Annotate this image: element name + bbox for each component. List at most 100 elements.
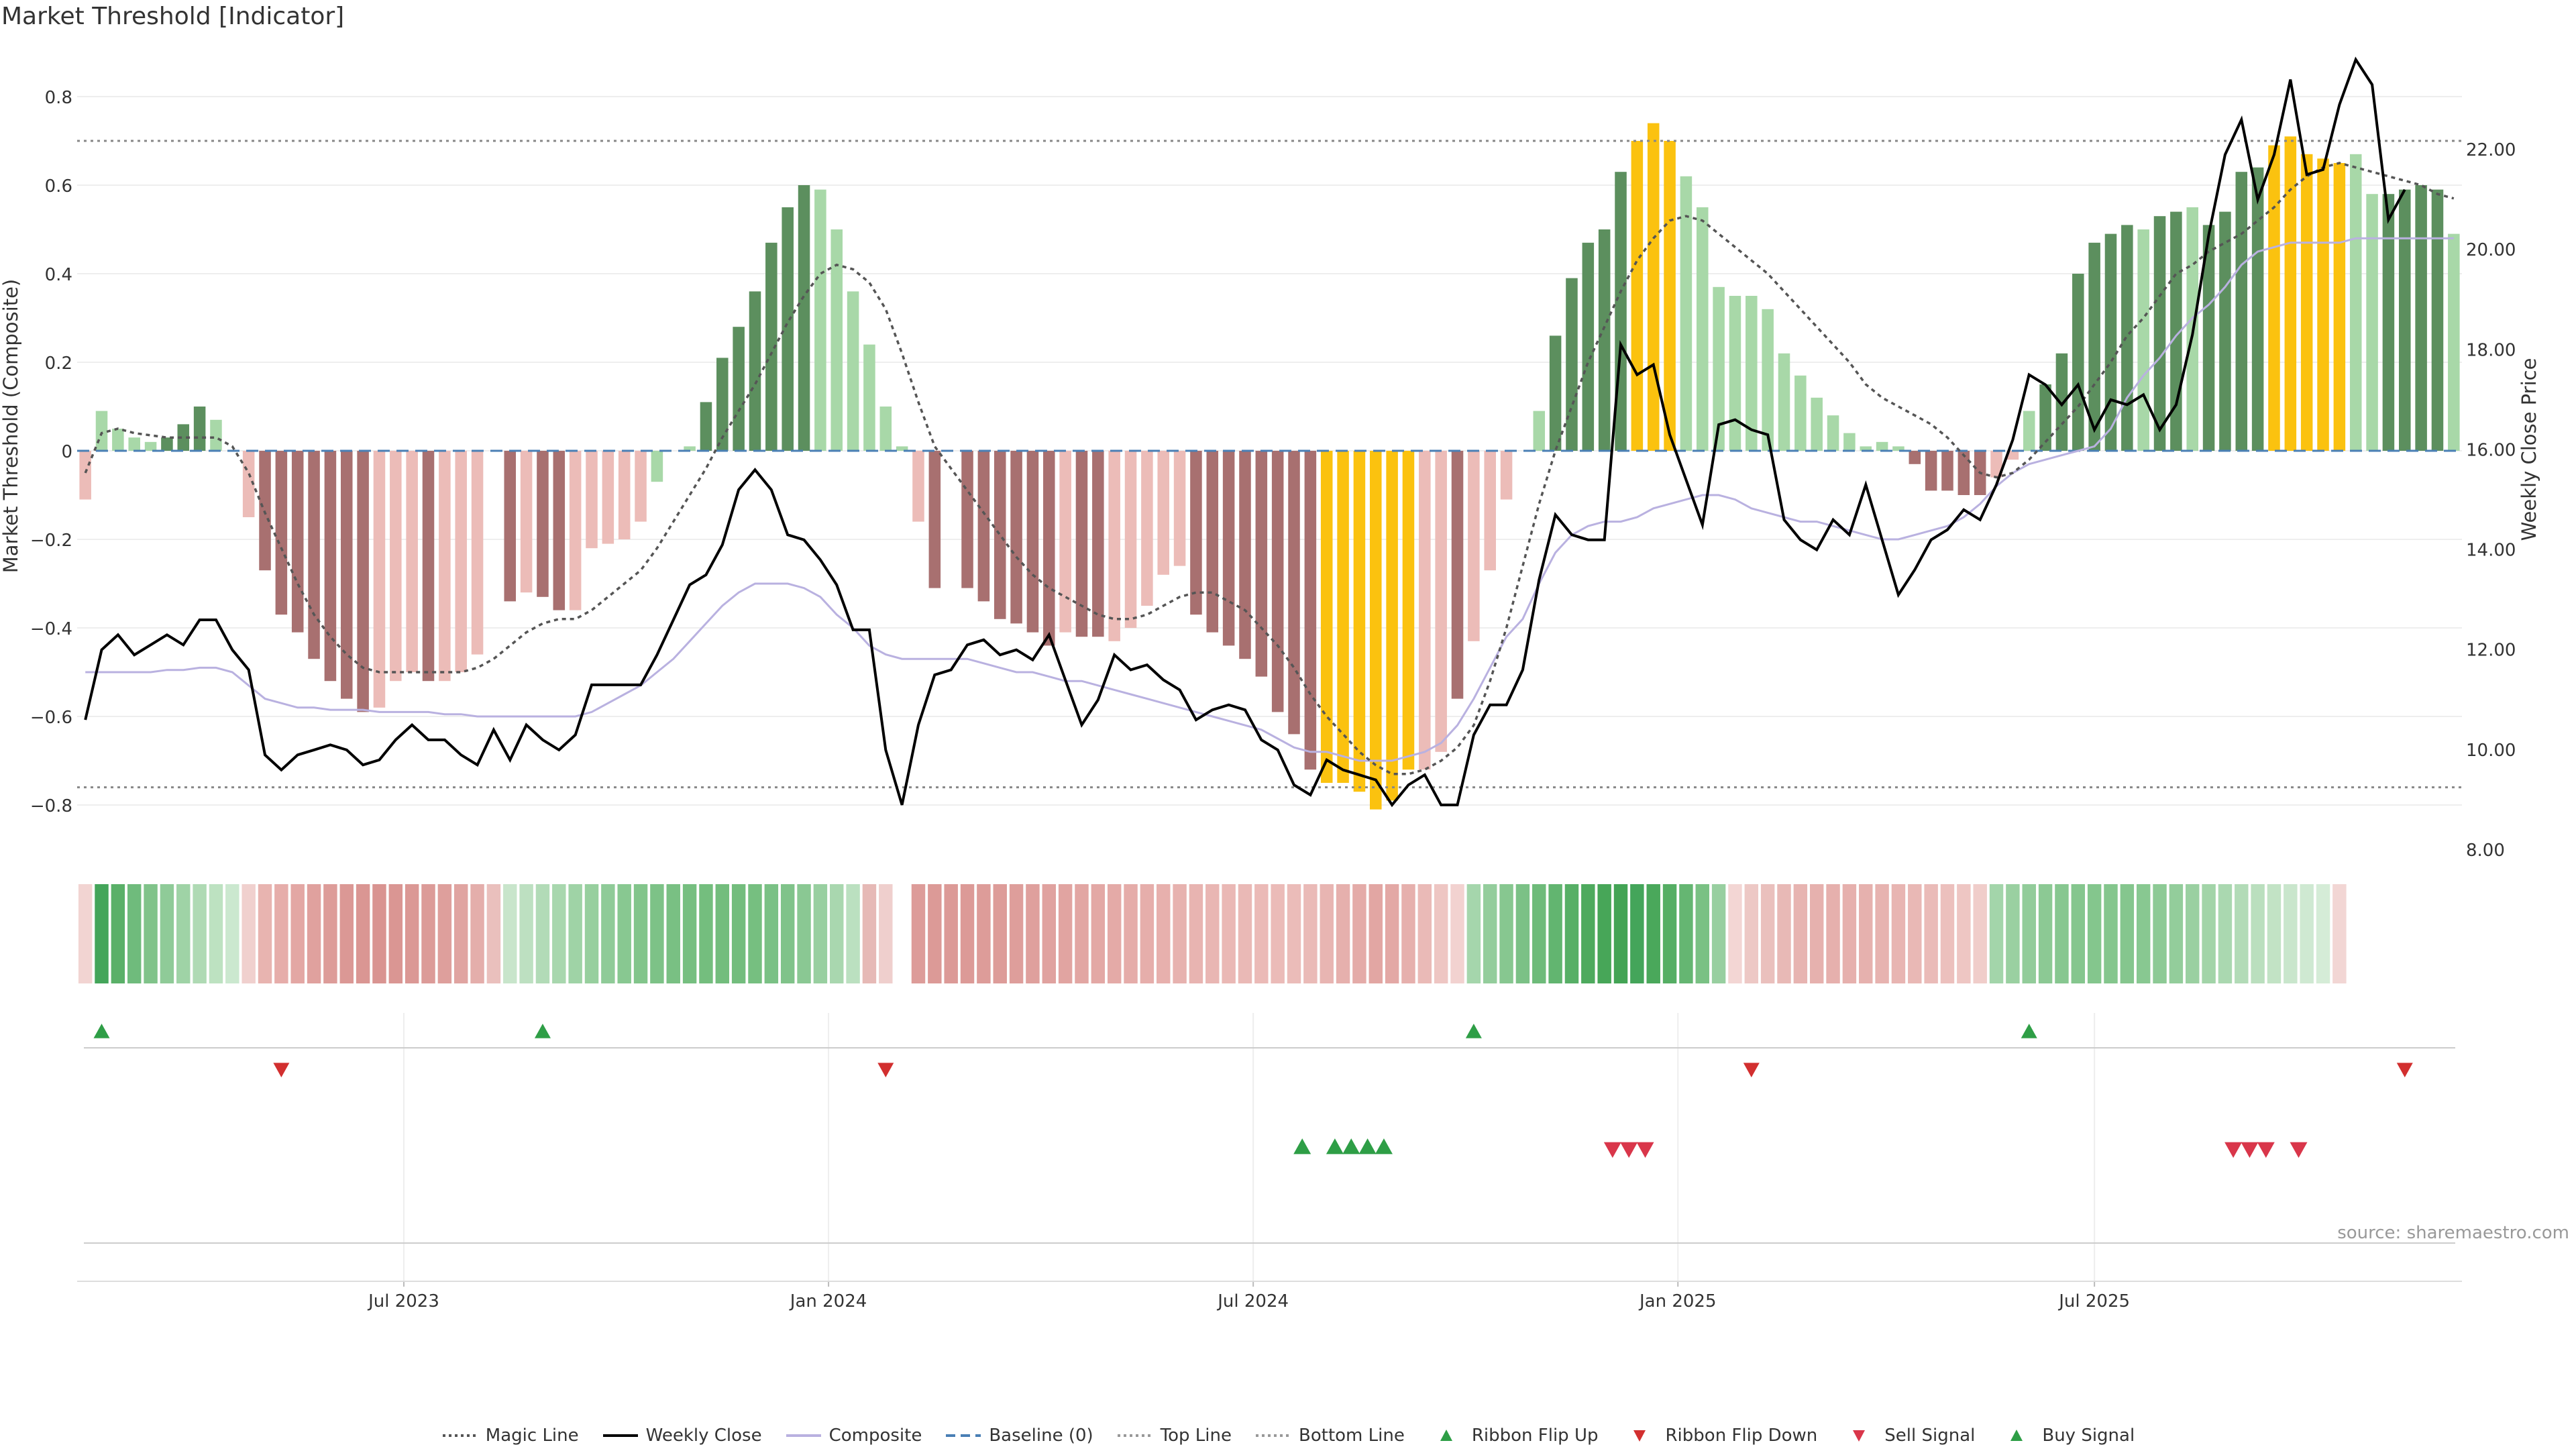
composite-bar [1075, 451, 1088, 637]
legend-swatch [786, 1434, 821, 1437]
ribbon-cell [2300, 884, 2314, 983]
x-tick-label: Jul 2023 [367, 1291, 439, 1311]
composite-bar [1451, 451, 1464, 699]
market-threshold-chart: 0.8 0.6 0.4 0.2 0 −0.2 −0.4 −0.6 −0.8 22.00 20.00 1… [0, 56, 2540, 1311]
composite-bar [439, 451, 451, 682]
composite-bar [1582, 242, 1595, 451]
composite-bar [879, 407, 892, 451]
composite-bar [1892, 446, 1904, 451]
ribbon-cell [1809, 884, 1824, 983]
buy-signal-marker [1326, 1138, 1344, 1155]
composite-bar [308, 451, 320, 659]
ribbon-cell [1368, 884, 1383, 983]
composite-bar [1566, 278, 1578, 451]
composite-bar [2006, 451, 2019, 460]
ribbon-cell [2055, 884, 2069, 983]
y-left-tick-label: 0.2 [45, 354, 72, 374]
ribbon-cell [1548, 884, 1562, 983]
composite-bar [193, 407, 206, 451]
ribbon-cell [1711, 884, 1726, 983]
composite-bar [1533, 411, 1546, 451]
legend-item: Weekly Close [602, 1426, 762, 1446]
ribbon-cell [2006, 884, 2020, 983]
composite-bar [1941, 451, 1953, 491]
sell-signal-marker [2290, 1142, 2308, 1158]
ribbon-cell [1434, 884, 1448, 983]
chart-title: Market Threshold [Indicator] [1, 3, 345, 30]
composite-bar [161, 437, 173, 451]
y-left-tick-label: 0.8 [45, 88, 72, 108]
composite-bar [1092, 451, 1104, 637]
ribbon-cell [1760, 884, 1775, 983]
ribbon-cell [813, 884, 828, 983]
composite-bar [1353, 451, 1366, 792]
ribbon-cell [1581, 884, 1595, 983]
ribbon-cell [1254, 884, 1269, 983]
composite-bar [1827, 415, 1839, 451]
composite-bar [782, 207, 794, 451]
ribbon-cell [1630, 884, 1644, 983]
ribbon-cell [95, 884, 109, 983]
ribbon-cell [2071, 884, 2086, 983]
ribbon-cell [1908, 884, 1922, 983]
legend-item: Sell Signal [1840, 1426, 1975, 1446]
buy-signal-marker [1293, 1138, 1311, 1155]
y-right-tick-label: 16.00 [2466, 440, 2516, 460]
composite-bar [390, 451, 402, 682]
composite-bar [2088, 242, 2100, 451]
composite-bar [1271, 451, 1284, 712]
ribbon-cell [1352, 884, 1366, 983]
composite-bar [586, 451, 598, 549]
composite-bar [994, 451, 1006, 619]
ribbon-cell [1124, 884, 1138, 983]
ribbon-cell [944, 884, 958, 983]
ribbon-cell [1940, 884, 1955, 983]
composite-bar [1794, 375, 1807, 451]
legend-swatch [442, 1434, 478, 1437]
ribbon-cell [1303, 884, 1318, 983]
ribbon-cell [1515, 884, 1530, 983]
composite-bar [291, 451, 304, 633]
composite-bar [1549, 335, 1562, 451]
composite-bar [1320, 451, 1333, 783]
ribbon-cell [1140, 884, 1155, 983]
ribbon-cell [650, 884, 664, 983]
ribbon-cell [339, 884, 354, 983]
sell-signal-marker [2241, 1142, 2259, 1158]
ribbon-cell [144, 884, 158, 983]
ribbon-cell [421, 884, 435, 983]
ribbon-cell [1026, 884, 1040, 983]
ribbon-cell [1957, 884, 1971, 983]
composite-bar [2366, 194, 2378, 451]
buy-signal-marker [1358, 1138, 1377, 1155]
ribbon-cell [1075, 884, 1089, 983]
legend-item: Buy Signal [1998, 1426, 2135, 1446]
composite-bar [422, 451, 435, 682]
legend-item: Baseline (0) [945, 1426, 1093, 1446]
ribbon-cell [1891, 884, 1906, 983]
x-tick-label: Jul 2025 [2057, 1291, 2130, 1311]
ribbon-cell [748, 884, 762, 983]
ribbon-cell [1597, 884, 1611, 983]
ribbon-cell [1173, 884, 1187, 983]
ribbon-cell [1924, 884, 1938, 983]
ribbon-cell [486, 884, 501, 983]
ribbon-flip-up-marker [1465, 1024, 1482, 1038]
composite-bar [2023, 411, 2035, 451]
x-tick-label: Jan 2024 [789, 1291, 867, 1311]
composite-bar [1255, 451, 1268, 677]
ribbon-cell [1532, 884, 1546, 983]
composite-bar [1435, 451, 1447, 752]
legend-item: Top Line [1116, 1426, 1232, 1446]
ribbon-flip-up-marker [534, 1024, 551, 1038]
composite-bar [1925, 451, 1937, 491]
composite-bar [373, 451, 386, 708]
ribbon-cell [1613, 884, 1628, 983]
composite-bar [2202, 225, 2215, 451]
ribbon-cell [977, 884, 991, 983]
buy-signal-marker [1342, 1138, 1360, 1155]
y-left-tick-label: 0 [61, 442, 72, 462]
ribbon-cell [1662, 884, 1677, 983]
composite-bar [1059, 451, 1071, 633]
ribbon-cell [1646, 884, 1660, 983]
